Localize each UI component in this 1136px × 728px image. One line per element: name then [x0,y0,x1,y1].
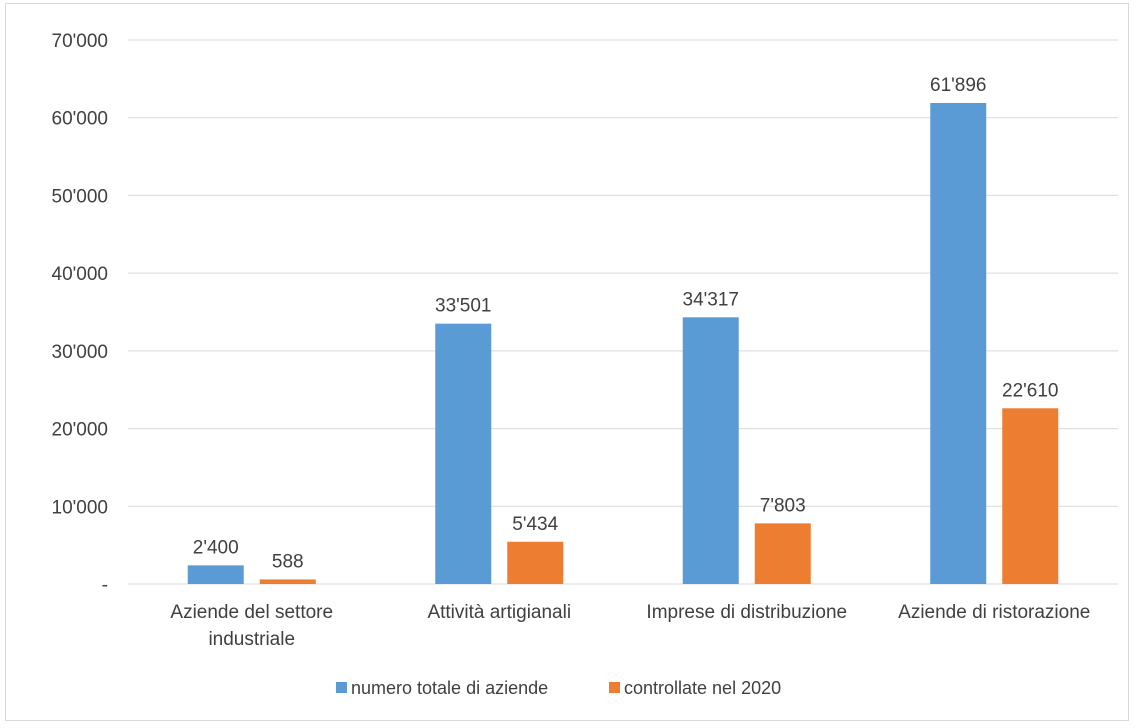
y-tick-label: 40'000 [52,264,108,285]
bar-total [435,323,492,584]
legend-label: numero totale di aziende [351,678,548,698]
y-tick-label: 60'000 [52,109,108,130]
bar-controlled [1002,408,1059,584]
data-label: 7'803 [760,495,806,516]
legend-swatch-controlled [609,682,620,693]
data-label: 61'896 [930,75,986,96]
category-label: Attività artigianali [427,602,571,623]
y-tick-label: 20'000 [52,420,108,441]
y-tick-label: - [102,575,108,596]
bar-total [682,317,739,584]
bar-total [187,565,244,584]
category-label: Aziende di ristorazione [898,602,1090,623]
data-label: 5'434 [512,514,558,535]
y-tick-label: 70'000 [52,31,108,52]
category-label: Imprese di distribuzione [646,602,847,623]
y-tick-label: 10'000 [52,497,108,518]
y-tick-label: 50'000 [52,186,108,207]
bar-controlled [754,523,811,584]
bar-total [930,102,987,584]
legend-label: controllate nel 2020 [624,678,781,698]
data-label: 22'610 [1002,380,1058,401]
bar-controlled [259,579,316,584]
category-label: industriale [208,629,295,650]
category-label: Aziende del settore [170,602,333,623]
legend-swatch-total [336,682,347,693]
bar-controlled [507,541,564,584]
data-label: 588 [272,551,304,572]
data-label: 34'317 [683,289,739,310]
y-tick-label: 30'000 [52,342,108,363]
data-label: 2'400 [193,537,239,558]
data-label: 33'501 [435,296,491,317]
